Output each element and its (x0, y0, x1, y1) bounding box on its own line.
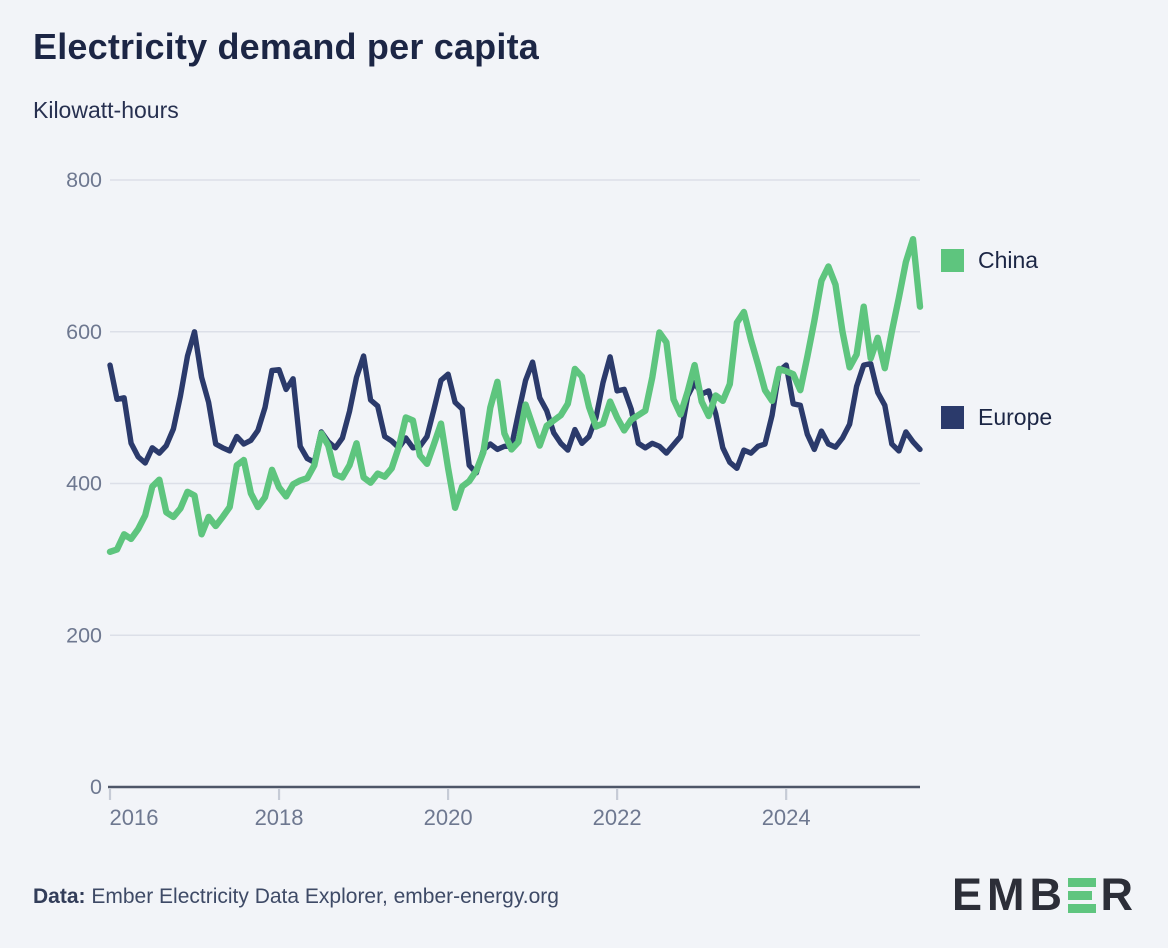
page-title: Electricity demand per capita (33, 26, 539, 67)
data-source-prefix: Data: (33, 885, 86, 908)
y-axis-tick-label-400: 400 (66, 472, 102, 496)
y-axis-tick-label-200: 200 (66, 623, 102, 647)
ember-logo-text-right: R (1100, 869, 1138, 920)
europe-legend-label: Europe (978, 404, 1053, 430)
chart-unit-subtitle: Kilowatt-hours (33, 97, 179, 123)
x-axis-tick-label-2018: 2018 (255, 805, 304, 830)
europe-legend-swatch (941, 406, 964, 429)
line-series-china (106, 235, 924, 555)
china-legend-swatch (941, 249, 964, 272)
y-axis-tick-label-0: 0 (90, 775, 102, 799)
data-source-text: Ember Electricity Data Explorer, ember-e… (85, 885, 559, 908)
legend-item-europe: Europe (941, 404, 1052, 431)
x-axis-tick-label-2022: 2022 (593, 805, 642, 830)
data-source-note: Data: Ember Electricity Data Explorer, e… (33, 885, 559, 909)
ember-logo-text-left: EMB (952, 869, 1067, 920)
line-series-europe (107, 329, 923, 476)
y-axis-tick-label-600: 600 (66, 320, 102, 344)
y-axis-tick-label-800: 800 (66, 168, 102, 192)
china-legend-label: China (978, 247, 1039, 273)
ember-logo-green-e-icon (1068, 877, 1096, 913)
x-axis-tick-label-2024: 2024 (762, 805, 811, 830)
legend-item-china: China (941, 247, 1038, 274)
x-axis-tick-label-2016: 2016 (110, 805, 159, 830)
ember-logo: EMB R (952, 869, 1138, 920)
x-axis-tick-label-2020: 2020 (424, 805, 473, 830)
